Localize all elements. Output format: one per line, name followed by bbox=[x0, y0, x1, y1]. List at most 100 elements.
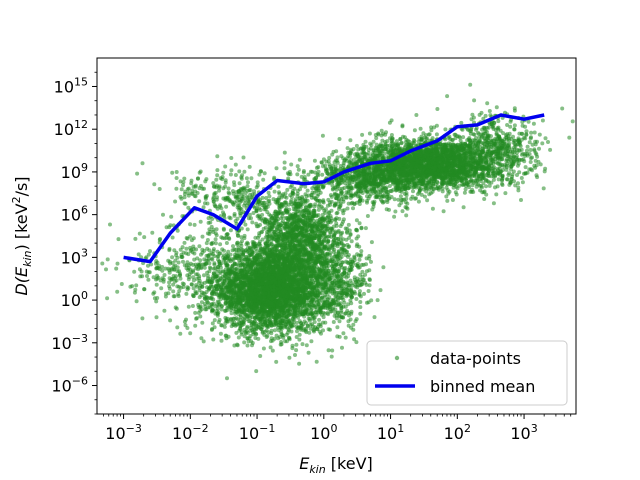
scatter-point bbox=[200, 320, 205, 325]
scatter-point bbox=[245, 240, 250, 245]
scatter-point bbox=[247, 302, 252, 307]
scatter-point bbox=[288, 239, 292, 244]
scatter-point bbox=[288, 309, 293, 314]
scatter-point bbox=[311, 218, 316, 223]
scatter-point bbox=[296, 265, 301, 270]
scatter-point bbox=[206, 301, 211, 306]
scatter-point bbox=[281, 288, 286, 293]
scatter-point bbox=[254, 369, 259, 374]
scatter-point bbox=[193, 323, 198, 328]
scatter-point bbox=[220, 323, 224, 328]
scatter-point bbox=[325, 242, 330, 247]
scatter-point bbox=[289, 329, 294, 334]
scatter-point bbox=[286, 304, 291, 309]
scatter-point bbox=[307, 241, 312, 246]
scatter-point bbox=[240, 239, 244, 244]
scatter-point bbox=[274, 359, 279, 364]
scatter-point bbox=[295, 329, 299, 334]
scatter-point bbox=[287, 325, 292, 330]
scatter-point bbox=[279, 308, 284, 313]
scatter-point bbox=[242, 327, 247, 332]
scatter-point bbox=[246, 308, 251, 313]
scatter-point bbox=[294, 342, 299, 347]
scatter-point bbox=[258, 316, 263, 321]
scatter-point bbox=[277, 234, 281, 239]
scatter-point bbox=[312, 158, 317, 163]
scatter-point bbox=[264, 314, 269, 319]
scatter-point bbox=[237, 320, 242, 325]
scatter-point bbox=[246, 339, 251, 344]
scatter-point bbox=[301, 322, 306, 327]
scatter-point bbox=[295, 310, 300, 315]
scatter-point bbox=[283, 339, 288, 344]
scatter-point bbox=[274, 314, 279, 319]
scatter-point bbox=[346, 222, 351, 227]
scatter-point bbox=[238, 326, 243, 331]
scatter-point bbox=[294, 236, 299, 241]
scatter-point bbox=[320, 133, 325, 138]
scatter-point bbox=[271, 269, 276, 274]
scatter-point bbox=[253, 331, 258, 336]
scatter-point bbox=[228, 252, 233, 257]
scatter-point bbox=[283, 227, 288, 232]
scatter-point bbox=[252, 273, 257, 278]
scatter-point bbox=[248, 319, 253, 324]
scatter-point bbox=[218, 331, 223, 336]
scatter-point bbox=[268, 345, 273, 350]
scatter-point bbox=[302, 253, 307, 258]
scatter-point bbox=[261, 311, 266, 316]
scatter-point bbox=[275, 303, 280, 308]
scatter-point bbox=[279, 342, 284, 347]
scatter-point bbox=[220, 247, 225, 252]
scatter-point bbox=[275, 240, 280, 245]
scatter-point bbox=[302, 234, 307, 239]
scatter-point bbox=[264, 303, 269, 308]
scatter-point bbox=[312, 208, 317, 213]
scatter-point bbox=[282, 275, 287, 280]
scatter-point bbox=[293, 353, 297, 357]
scatter-point bbox=[203, 307, 208, 312]
scatter-point bbox=[209, 327, 214, 332]
scatter-point bbox=[369, 240, 374, 245]
scatter-point bbox=[306, 350, 311, 355]
scatter-point bbox=[271, 230, 276, 234]
scatter-point bbox=[245, 314, 249, 319]
scatter-point bbox=[290, 295, 295, 300]
scatter-point bbox=[296, 325, 301, 330]
scatter-point bbox=[299, 305, 304, 310]
scatter-point bbox=[322, 231, 327, 236]
scatter-point bbox=[246, 279, 251, 284]
scatter-point bbox=[253, 235, 258, 240]
scatter-point bbox=[235, 268, 240, 273]
scatter-point bbox=[285, 292, 290, 297]
scatter-point bbox=[316, 229, 321, 234]
scatter-point bbox=[270, 296, 275, 301]
scatter-point bbox=[254, 249, 259, 254]
scatter-point bbox=[273, 328, 277, 333]
scatter-point bbox=[282, 305, 287, 310]
scatter-point bbox=[307, 330, 312, 335]
scatter-point bbox=[215, 306, 220, 311]
scatter-point bbox=[295, 283, 300, 288]
scatter-point bbox=[329, 208, 334, 213]
scatter-point bbox=[279, 330, 284, 334]
scatter-point bbox=[253, 336, 258, 340]
scatter-point bbox=[297, 361, 302, 366]
scatter-point bbox=[357, 221, 362, 226]
scatter-point bbox=[225, 376, 229, 381]
scatter-point bbox=[257, 276, 262, 280]
scatter-point bbox=[290, 234, 295, 239]
scatter-point bbox=[300, 342, 305, 347]
scatter-point bbox=[232, 316, 237, 321]
scatter-point bbox=[211, 249, 216, 253]
scatter-point bbox=[322, 208, 327, 213]
scatter-point bbox=[269, 280, 274, 285]
scatter-point bbox=[326, 226, 331, 231]
scatter-point bbox=[305, 223, 310, 228]
scatter-point bbox=[261, 346, 266, 351]
scatter-point bbox=[283, 246, 288, 251]
scatter-point bbox=[306, 250, 311, 255]
scatter-point bbox=[246, 249, 251, 254]
scatter-point bbox=[273, 258, 278, 263]
